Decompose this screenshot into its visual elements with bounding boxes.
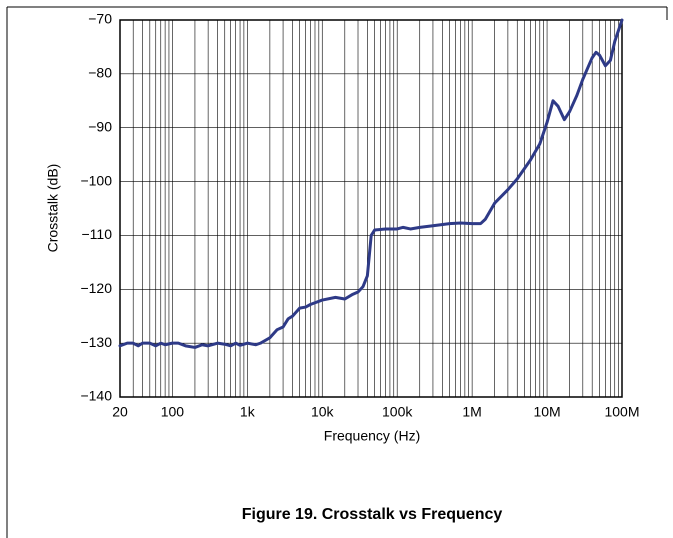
y-axis-label: Crosstalk (dB)	[45, 164, 61, 253]
x-tick-label: 1M	[462, 404, 481, 420]
y-tick-label: −70	[88, 11, 112, 27]
x-tick-label: 1k	[240, 404, 256, 420]
y-tick-label: −140	[80, 388, 112, 404]
x-tick-label: 100	[161, 404, 185, 420]
y-tick-label: −100	[80, 172, 112, 188]
y-tick-label: −120	[80, 280, 112, 296]
x-tick-label: 100k	[382, 404, 413, 420]
x-tick-label: 20	[112, 404, 128, 420]
y-tick-label: −90	[88, 118, 112, 134]
x-axis-label: Frequency (Hz)	[324, 428, 420, 444]
chart-title: Figure 19. Crosstalk vs Frequency	[242, 506, 503, 523]
y-tick-label: −130	[80, 334, 112, 350]
y-tick-label: −110	[82, 226, 113, 242]
x-tick-label: 10M	[533, 404, 560, 420]
y-tick-label: −80	[88, 65, 112, 81]
plot-frame	[119, 19, 623, 398]
data-line	[118, 18, 624, 349]
x-tick-label: 10k	[311, 404, 335, 420]
x-tick-label: 100M	[604, 404, 639, 420]
